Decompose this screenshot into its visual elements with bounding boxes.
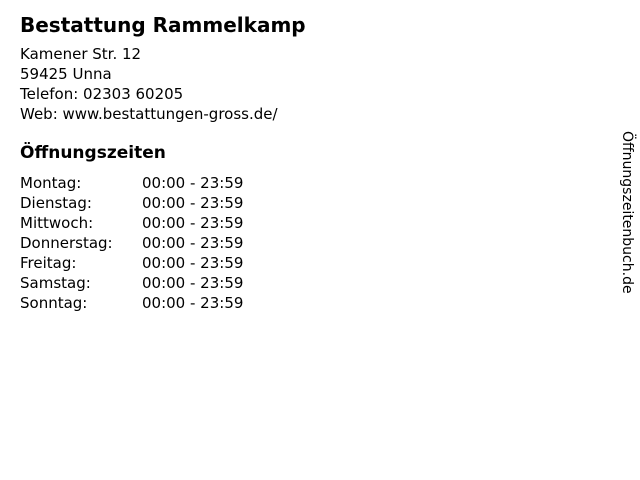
contact-info-block: Kamener Str. 12 59425 Unna Telefon: 0230… [20, 44, 306, 124]
hours-row-tuesday: Dienstag: 00:00 - 23:59 [20, 193, 306, 213]
hours-row-friday: Freitag: 00:00 - 23:59 [20, 253, 306, 273]
day-label: Montag: [20, 174, 82, 192]
day-label: Samstag: [20, 274, 91, 292]
time-value: 00:00 - 23:59 [142, 294, 244, 312]
hours-row-saturday: Samstag: 00:00 - 23:59 [20, 273, 306, 293]
phone-line: Telefon: 02303 60205 [20, 85, 184, 103]
hours-row-wednesday: Mittwoch: 00:00 - 23:59 [20, 213, 306, 233]
time-value: 00:00 - 23:59 [142, 274, 244, 292]
listing-content: Bestattung Rammelkamp Kamener Str. 12 59… [20, 0, 306, 313]
city-address: 59425 Unna [20, 65, 112, 83]
day-label: Donnerstag: [20, 234, 113, 252]
day-label: Freitag: [20, 254, 77, 272]
opening-hours-heading: Öffnungszeiten [20, 143, 166, 163]
time-value: 00:00 - 23:59 [142, 254, 244, 272]
day-label: Dienstag: [20, 194, 92, 212]
hours-row-monday: Montag: 00:00 - 23:59 [20, 173, 306, 193]
opening-hours-table: Montag: 00:00 - 23:59 Dienstag: 00:00 - … [20, 173, 306, 313]
business-name-title: Bestattung Rammelkamp [20, 13, 306, 37]
street-address: Kamener Str. 12 [20, 45, 142, 63]
hours-row-sunday: Sonntag: 00:00 - 23:59 [20, 293, 306, 313]
time-value: 00:00 - 23:59 [142, 234, 244, 252]
time-value: 00:00 - 23:59 [142, 214, 244, 232]
site-branding-vertical: Öffnungszeitenbuch.de [619, 131, 635, 294]
day-label: Mittwoch: [20, 214, 94, 232]
time-value: 00:00 - 23:59 [142, 194, 244, 212]
hours-row-thursday: Donnerstag: 00:00 - 23:59 [20, 233, 306, 253]
day-label: Sonntag: [20, 294, 88, 312]
time-value: 00:00 - 23:59 [142, 174, 244, 192]
website-url: Web: www.bestattungen-gross.de/ [20, 105, 278, 123]
